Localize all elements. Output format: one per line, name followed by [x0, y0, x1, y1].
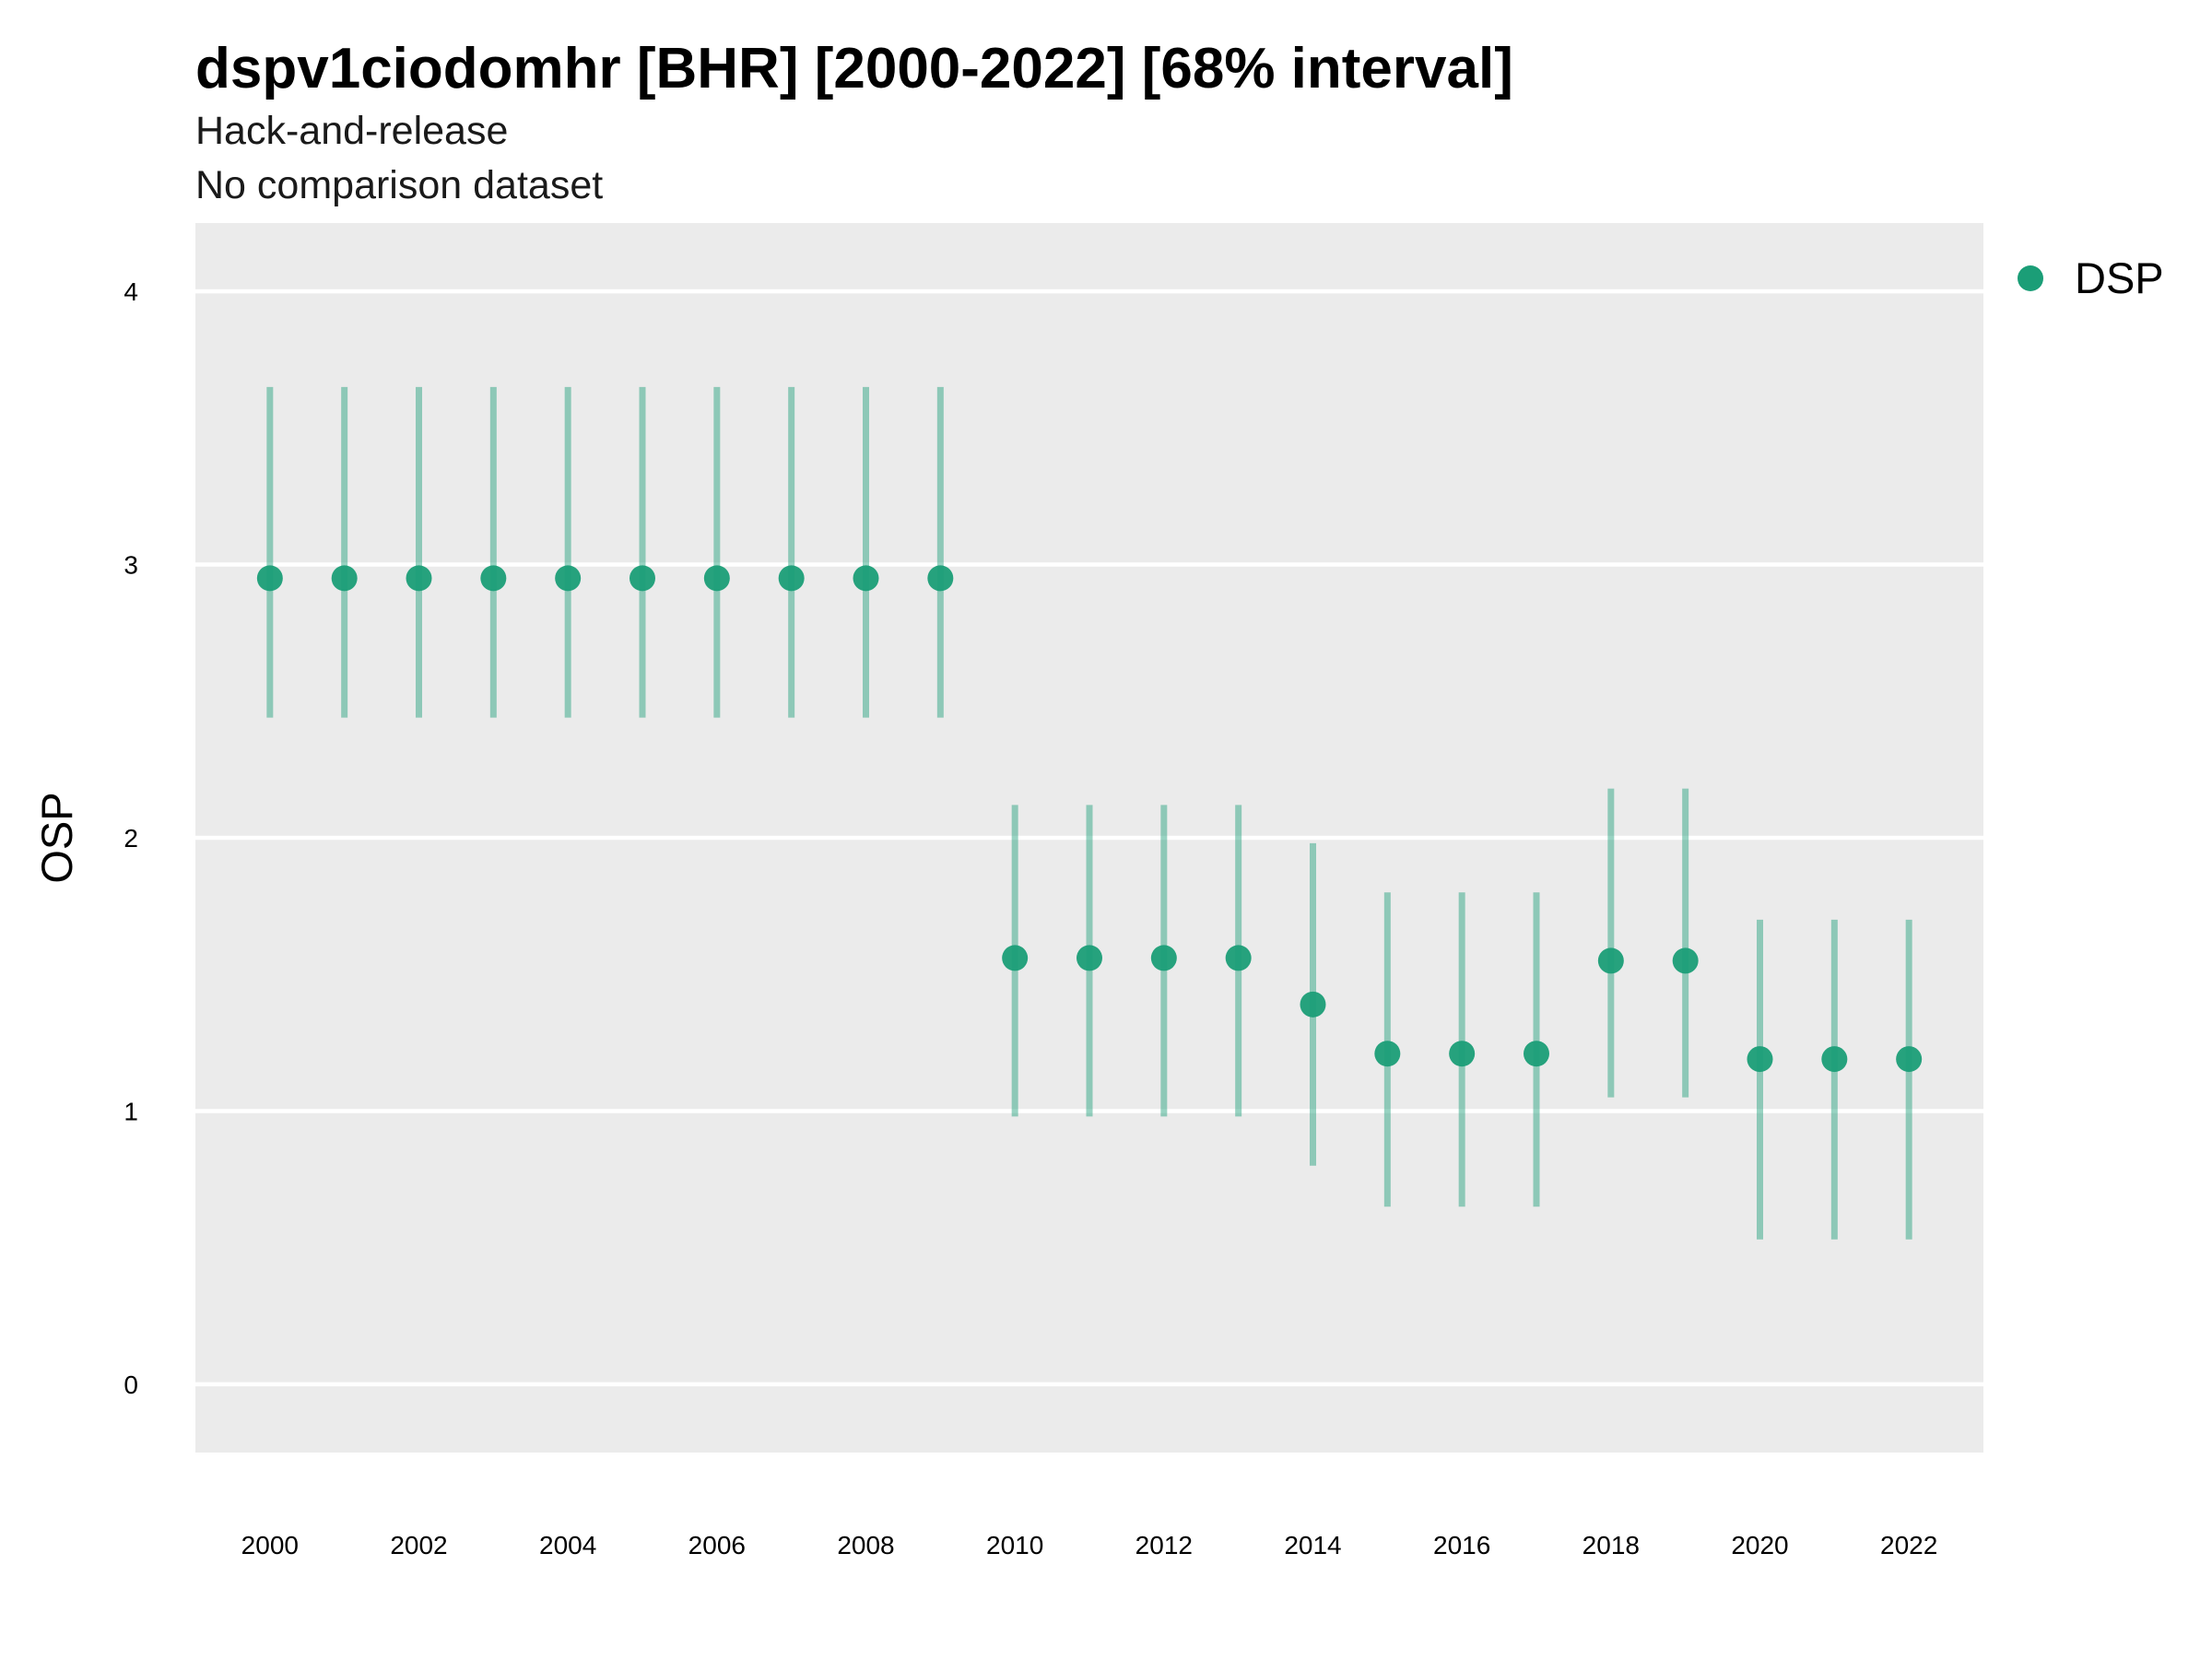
data-point [1524, 1041, 1549, 1067]
y-tick-label: 1 [124, 1097, 138, 1125]
data-point [1747, 1046, 1773, 1073]
data-point [629, 565, 655, 592]
y-axis-ticks: 0 1 2 3 4 [124, 277, 138, 1399]
data-point [256, 565, 283, 592]
x-tick-label: 2014 [1284, 1531, 1341, 1559]
grid-lines [195, 288, 1983, 1387]
x-tick-label: 2012 [1135, 1531, 1193, 1559]
y-axis-label: OSP [32, 792, 81, 883]
x-tick-label: 2000 [241, 1531, 299, 1559]
chart-title: dspv1ciodomhr [BHR] [2000-2022] [68% int… [195, 37, 1513, 100]
data-point [1002, 945, 1029, 971]
y-tick-label: 2 [124, 824, 138, 853]
data-point [703, 565, 730, 592]
data-point [1597, 947, 1624, 974]
x-tick-label: 2020 [1731, 1531, 1788, 1559]
chart-subtitle-line-2: No comparison dataset [195, 163, 603, 207]
x-tick-label: 2002 [390, 1531, 447, 1559]
x-tick-label: 2006 [688, 1531, 746, 1559]
x-tick-label: 2022 [1880, 1531, 1937, 1559]
legend-label-dsp: DSP [2075, 253, 2164, 302]
x-axis-ticks: 2000 2002 2004 2006 2008 2010 2012 2014 2016 2018… [241, 1531, 1938, 1559]
data-point [1896, 1046, 1923, 1073]
x-tick-label: 2004 [539, 1531, 596, 1559]
chart-subtitle-line-1: Hack-and-release [195, 109, 508, 153]
legend-marker-dsp [2018, 265, 2043, 291]
data-point [331, 565, 358, 592]
legend: DSP [2018, 253, 2164, 302]
x-tick-label: 2016 [1433, 1531, 1490, 1559]
data-point [927, 565, 954, 592]
data-point [555, 565, 582, 592]
x-tick-label: 2010 [986, 1531, 1043, 1559]
data-point [778, 565, 805, 592]
data-point [1821, 1046, 1848, 1073]
data-point [1225, 945, 1252, 971]
data-point [1449, 1041, 1476, 1067]
x-tick-label: 2018 [1583, 1531, 1640, 1559]
data-point [1300, 991, 1326, 1018]
data-point [853, 565, 879, 592]
data-point [480, 565, 507, 592]
data-point [1374, 1041, 1401, 1067]
data-point [1077, 945, 1102, 971]
x-tick-label: 2008 [837, 1531, 894, 1559]
data-points [256, 565, 1923, 1073]
y-tick-label: 3 [124, 551, 138, 580]
data-point [1150, 945, 1177, 971]
y-tick-label: 0 [124, 1371, 138, 1399]
data-point [406, 565, 432, 592]
data-point [1672, 947, 1699, 974]
y-tick-label: 4 [124, 277, 138, 306]
